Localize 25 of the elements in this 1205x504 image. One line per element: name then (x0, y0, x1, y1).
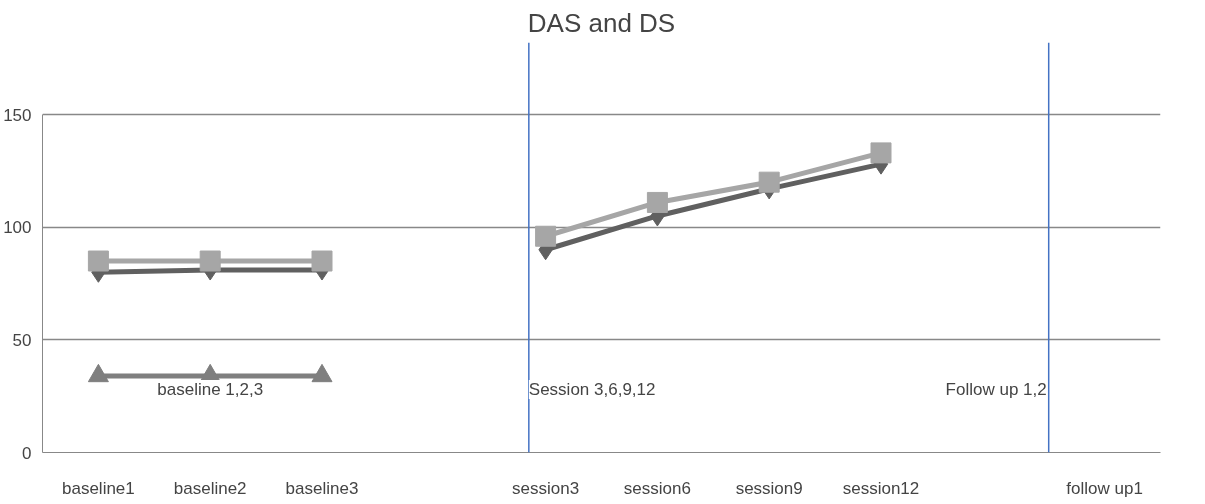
ref-line-label: Session 3,6,9,12 (528, 379, 656, 399)
x-tick-label: session9 (735, 478, 803, 498)
y-tick-label: 50 (12, 330, 32, 350)
point (199, 250, 221, 272)
x-tick-label: baseline2 (173, 478, 247, 498)
point (870, 142, 892, 164)
chart-title: DAS and DS (527, 7, 676, 38)
x-tick-label: session12 (842, 478, 920, 498)
ref-line-label: Follow up 1,2 (945, 379, 1047, 399)
x-tick-label: baseline3 (285, 478, 359, 498)
y-tick-label: 100 (3, 218, 32, 238)
annotation: baseline 1,2,3 (157, 379, 264, 399)
x-tick-label: session3 (512, 478, 580, 498)
point (646, 191, 668, 213)
x-tick-label: session6 (623, 478, 691, 498)
x-tick-label: baseline1 (62, 478, 135, 498)
x-tick-label: follow up1 (1066, 478, 1143, 498)
point (87, 250, 109, 272)
point (758, 171, 780, 193)
y-tick-label: 0 (22, 443, 32, 463)
point (87, 363, 109, 383)
point (311, 363, 333, 383)
point (311, 250, 333, 272)
y-tick-label: 150 (3, 105, 32, 125)
point (535, 225, 557, 247)
